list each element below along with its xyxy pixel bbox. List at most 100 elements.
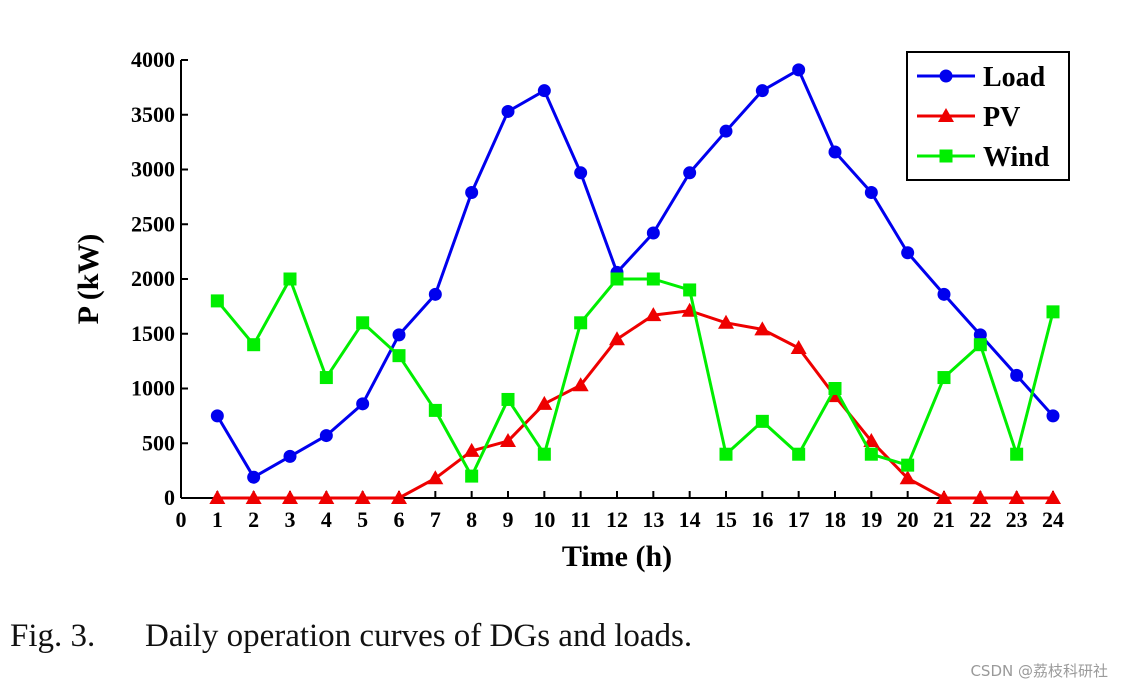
wind-point — [937, 371, 951, 385]
x-tick-label: 10 — [533, 507, 555, 532]
wind-point — [901, 458, 915, 472]
pv-point — [500, 433, 516, 448]
pv-point — [645, 307, 662, 322]
x-tick-label: 20 — [897, 507, 919, 532]
load-point — [828, 145, 842, 159]
series-load — [210, 63, 1060, 484]
y-tick-label: 0 — [164, 485, 175, 510]
wind-point — [1010, 447, 1024, 461]
load-point — [683, 166, 697, 180]
load-point — [719, 124, 733, 138]
y-tick-label: 3500 — [131, 102, 175, 127]
pv-point — [936, 490, 952, 504]
x-tick-label: 3 — [285, 507, 296, 532]
x-tick-label: 1 — [212, 507, 223, 532]
y-axis-title: P (kW) — [72, 234, 105, 325]
wind-point — [428, 403, 442, 417]
pv-point — [427, 470, 444, 485]
pv-point — [391, 490, 407, 504]
x-tick-label: 18 — [824, 507, 846, 532]
y-tick-label: 1000 — [131, 376, 175, 401]
legend-wind-label: Wind — [983, 142, 1050, 173]
load-point — [755, 84, 769, 98]
wind-point — [537, 447, 551, 461]
load-point — [973, 328, 987, 342]
pv-point — [790, 339, 807, 354]
figure-caption: Fig. 3. Daily operation curves of DGs and… — [10, 618, 692, 655]
wind-point — [501, 392, 515, 406]
x-tick-label: 13 — [642, 507, 664, 532]
load-point — [210, 409, 224, 423]
wind-point — [210, 294, 224, 308]
series — [209, 63, 1061, 504]
wind-point — [356, 316, 370, 330]
legend-load-marker — [939, 69, 953, 83]
pv-point — [899, 470, 916, 485]
wind-point — [1046, 305, 1060, 319]
pv-point — [572, 377, 589, 392]
caption-text: Daily operation curves of DGs and loads. — [145, 618, 693, 654]
load-point — [1046, 409, 1060, 423]
y-tick-label: 1500 — [131, 321, 175, 346]
x-axis-title: Time (h) — [562, 540, 672, 573]
pv-point — [1008, 490, 1025, 504]
load-point — [864, 185, 878, 199]
legend-load-label: Load — [983, 62, 1046, 93]
x-tick-label: 23 — [1006, 507, 1028, 532]
wind-point — [247, 338, 261, 352]
pv-point — [863, 433, 880, 448]
pv-point — [354, 490, 371, 504]
wind-point — [319, 371, 333, 385]
wind-point — [646, 272, 660, 286]
wind-point — [828, 382, 842, 395]
wind-point — [719, 447, 733, 461]
x-tick-label: 2 — [248, 507, 259, 532]
wind-point — [864, 447, 878, 461]
pv-point — [718, 314, 734, 329]
series-wind — [210, 272, 1060, 483]
pv-point — [245, 490, 262, 504]
pv-point — [282, 490, 298, 504]
pv-line — [217, 309, 1053, 500]
x-tick-label: 12 — [606, 507, 628, 532]
watermark: CSDN @荔枝科研社 — [970, 662, 1108, 680]
x-tick-label: 17 — [788, 507, 810, 532]
wind-point — [792, 447, 806, 461]
load-point — [537, 84, 551, 98]
pv-point — [1045, 490, 1061, 504]
wind-point — [283, 272, 297, 286]
x-tick-label: 5 — [357, 507, 368, 532]
y-tick-label: 2500 — [131, 211, 175, 236]
load-point — [319, 429, 333, 443]
wind-point — [392, 349, 406, 363]
pv-point — [609, 331, 625, 346]
wind-point — [465, 469, 479, 483]
load-line — [216, 68, 1055, 479]
y-tick-label: 4000 — [131, 47, 175, 72]
x-tick-label: 0 — [176, 507, 187, 532]
pv-point — [754, 321, 771, 336]
pv-point — [209, 490, 226, 504]
legend: Load PV Wind — [906, 51, 1070, 181]
x-tick-label: 21 — [933, 507, 955, 532]
legend-wind-marker — [939, 149, 953, 163]
x-tick-label: 8 — [466, 507, 477, 532]
pv-point — [318, 490, 335, 504]
load-point — [901, 246, 915, 260]
x-tick-label: 4 — [321, 507, 332, 532]
load-point — [574, 166, 588, 180]
wind-point — [755, 414, 769, 428]
pv-point — [536, 395, 553, 410]
y-tick-label: 2000 — [131, 266, 175, 291]
y-tick-label: 3000 — [131, 157, 175, 182]
legend-pv-label: PV — [983, 102, 1020, 133]
load-point — [501, 104, 515, 118]
x-tick-label: 22 — [969, 507, 991, 532]
wind-line — [216, 277, 1055, 478]
x-tick-label: 9 — [503, 507, 514, 532]
load-point — [428, 287, 442, 301]
wind-point — [574, 316, 588, 330]
x-tick-label: 14 — [679, 507, 701, 532]
wind-point — [973, 338, 987, 352]
